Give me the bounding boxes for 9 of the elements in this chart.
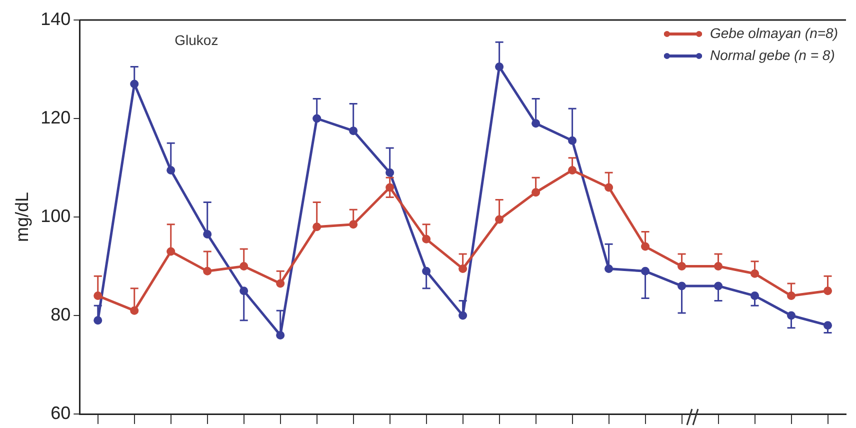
text: Glukoz — [174, 32, 218, 48]
y-tick-label: 100 — [40, 206, 71, 226]
y-tick-label: 140 — [40, 8, 71, 29]
y-tick-label: 80 — [50, 304, 71, 324]
legend-label: Normal gebe (n = 8) — [710, 46, 835, 63]
y-tick-label: 60 — [50, 402, 71, 423]
y-tick-label: 120 — [40, 107, 71, 128]
y-axis-title: mg/dL — [12, 192, 32, 242]
legend-label: Gebe olmayan (n=8) — [710, 24, 838, 41]
